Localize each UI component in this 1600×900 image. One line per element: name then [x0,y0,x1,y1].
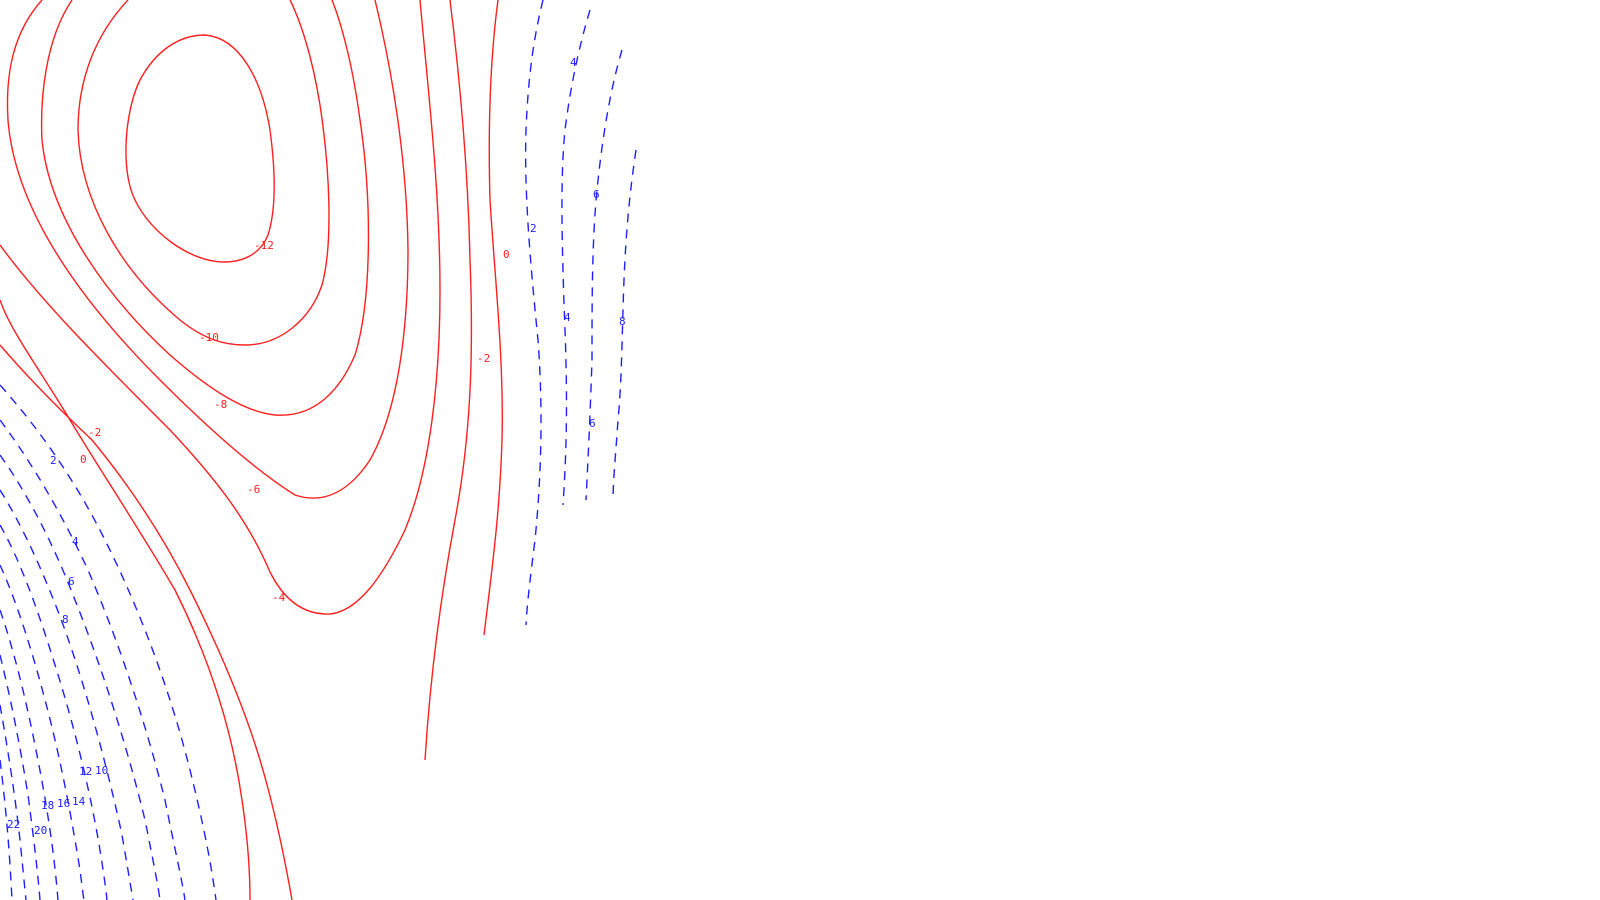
contour-line-zero-left [0,299,251,900]
contour-label-zero-left: 0 [80,453,87,466]
contour-line-pos-8-left [0,489,134,900]
contour-label-zero-right: 0 [503,248,510,261]
contour-line-neg-8 [40,0,370,416]
contour-label-pos-10: 10 [95,764,108,777]
contour-label-neg-6: -6 [247,483,260,496]
contour-line-pos-2-right [524,0,544,626]
contour-line-pos-18 [0,704,27,900]
contour-line-neg-2-right [424,0,473,761]
contour-line-pos-4-right [561,9,591,506]
contour-label-pos-2-left: 2 [50,454,57,467]
negative-contour-lines [0,0,503,900]
contour-label-neg-12: -12 [254,239,274,252]
contour-label-neg-4: -4 [272,591,286,604]
contour-label-pos-4-left: 4 [72,535,79,548]
contour-label-pos-20: 20 [34,824,47,837]
contour-label-pos-4-mid: 4 [564,311,571,324]
contour-line-pos-6-left [0,454,161,900]
contour-line-neg-6 [6,0,409,499]
positive-contour-lines-left [0,384,217,900]
contour-line-pos-2-left [0,384,217,900]
contour-label-pos-6-top: 6 [593,188,600,201]
contour-label-neg-2-right: -2 [477,352,490,365]
positive-contour-lines-right [524,0,637,626]
contour-line-neg-12 [125,34,275,263]
contour-labels: -12 -10 -8 -6 -4 -2 0 -2 0 2 4 4 6 6 8 2… [7,56,626,837]
contour-label-pos-22: 22 [7,818,20,831]
contour-label-pos-14: 14 [72,795,86,808]
contour-line-pos-6-right [585,49,623,501]
contour-label-pos-8-left: 8 [62,613,69,626]
contour-label-neg-8: -8 [214,398,227,411]
contour-label-pos-6-mid: 6 [589,417,596,430]
contour-line-pos-16 [0,654,41,900]
contour-label-pos-12: 12 [79,765,92,778]
contour-line-pos-10 [0,524,108,900]
contour-label-pos-2-right: 2 [530,222,537,235]
contour-line-pos-12 [0,564,85,900]
contour-line-pos-4-left [0,419,186,900]
contour-label-pos-4-top: 4 [570,56,577,69]
contour-label-pos-18: 18 [41,799,54,812]
contour-label-neg-2-left: -2 [88,426,101,439]
contour-label-pos-8-right: 8 [619,315,626,328]
contour-line-neg-2-left [0,344,293,900]
contour-line-neg-10 [77,0,330,346]
contour-line-pos-14 [0,609,59,900]
contour-line-pos-8-right [612,149,637,496]
contour-label-neg-10: -10 [199,331,219,344]
contour-line-zero-right [483,0,503,636]
contour-label-pos-16: 16 [57,797,70,810]
contour-label-pos-6-left: 6 [68,575,75,588]
contour-line-neg-4 [0,0,441,615]
